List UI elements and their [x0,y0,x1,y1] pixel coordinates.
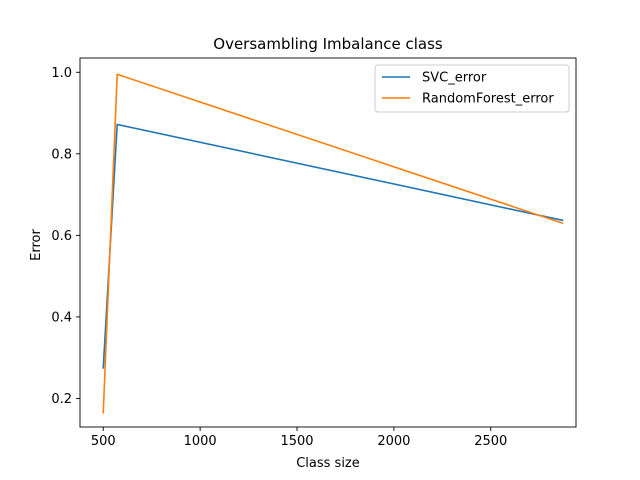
chart-title: Oversambling Imbalance class [213,35,443,53]
legend-label-0: SVC_error [422,71,487,86]
x-tick-label-0: 500 [91,434,116,449]
series-line-1 [102,73,564,414]
y-tick-label-4: 1.0 [51,66,72,81]
x-tick-label-4: 2500 [474,434,507,449]
y-tick-label-2: 0.6 [51,229,72,244]
plot-area: 500 1000 1500 2000 2500 0.2 0.4 0.6 0.8 1.0 [51,57,577,449]
axes-frame [79,57,577,428]
x-tick-label-2: 1500 [280,434,313,449]
y-tick-label-3: 0.8 [51,147,72,162]
legend-label-1: RandomForest_error [422,92,554,107]
y-axis-label: Error [29,229,44,261]
legend-box [374,64,570,113]
legend: SVC_error RandomForest_error [374,64,570,113]
x-tick-label-3: 2000 [377,434,410,449]
y-tick-label-0: 0.2 [51,392,72,407]
y-tick-label-1: 0.4 [51,310,72,325]
x-axis-label: Class size [296,456,360,471]
x-tick-label-1: 1000 [184,434,217,449]
